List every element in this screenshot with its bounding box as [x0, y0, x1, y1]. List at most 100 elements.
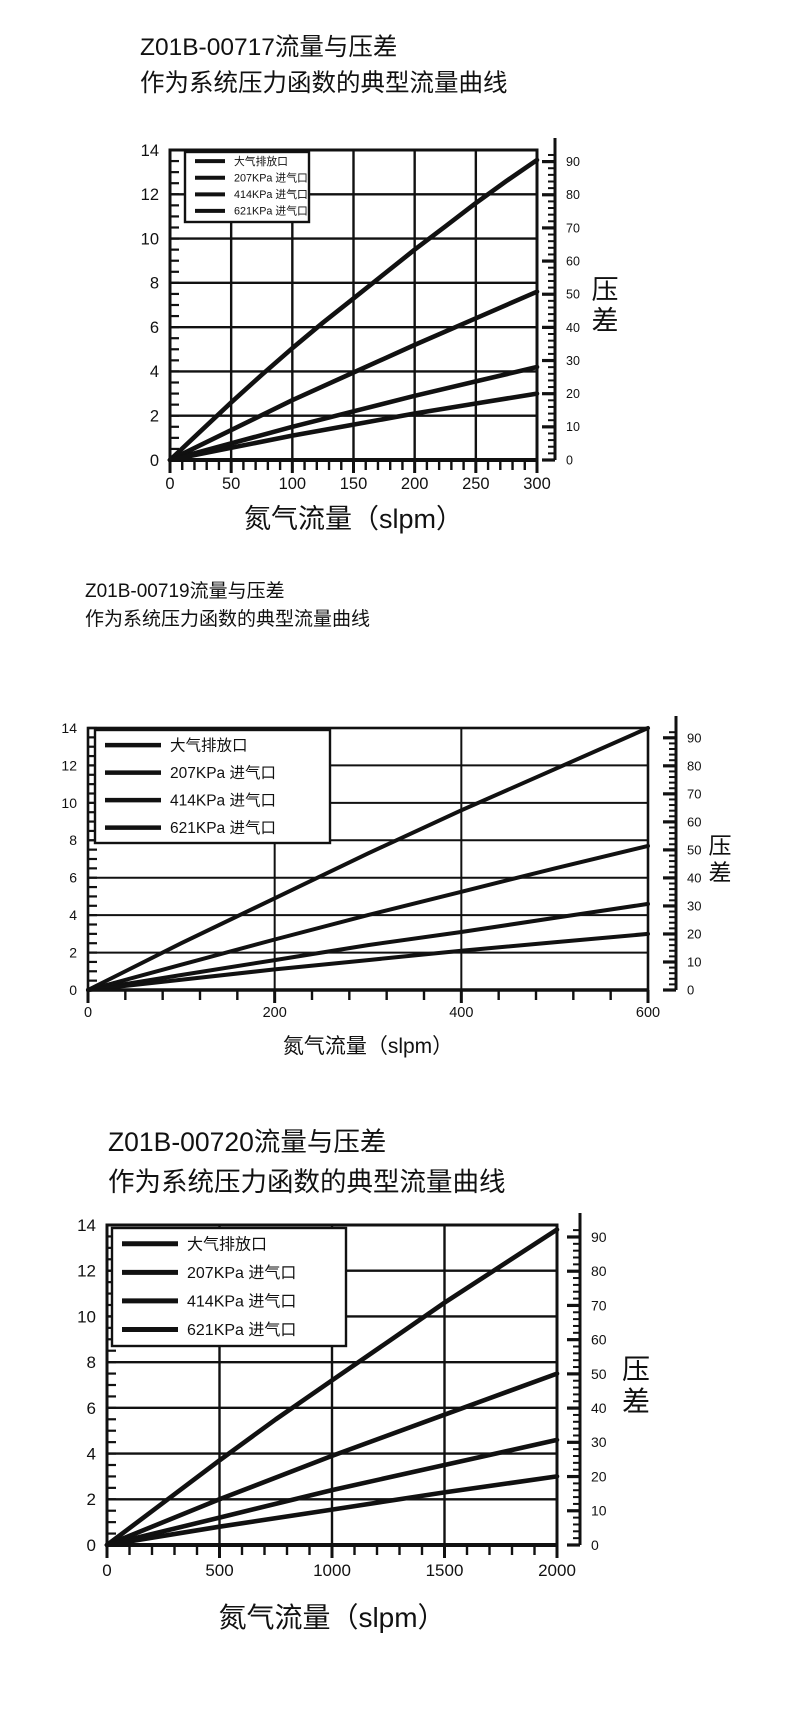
- series-line-3: [104, 1474, 560, 1548]
- x-axis-tick-label: 0: [102, 1561, 111, 1580]
- right-axis-tick-label: 80: [687, 758, 701, 773]
- legend-label: 414KPa 进气口: [187, 1293, 296, 1311]
- right-axis-tick-label: 40: [591, 1400, 607, 1416]
- chart-title-3: Z01B-00720流量与压差 作为系统压力函数的典型流量曲线: [108, 1122, 506, 1202]
- right-axis-ruler: [567, 1213, 582, 1547]
- right-axis-tick-label: 0: [591, 1537, 599, 1553]
- y-axis-tick-label: 4: [69, 907, 77, 923]
- y-axis-tick-label: 4: [87, 1445, 96, 1464]
- right-axis-tick-label: 30: [566, 354, 580, 368]
- y-axis-tick-label: 10: [77, 1307, 96, 1326]
- y-axis-tick-label: 8: [87, 1353, 96, 1372]
- x-axis-tick-label: 1500: [426, 1561, 464, 1580]
- series-line-1: [104, 1371, 560, 1548]
- right-axis-tick-label: 60: [591, 1332, 607, 1348]
- right-axis-tick-label: 40: [687, 870, 701, 885]
- right-axis-tick-label: 60: [566, 254, 580, 268]
- x-axis-title-1: 氮气流量（slpm）: [243, 504, 463, 534]
- y-axis-tick-label: 6: [87, 1399, 96, 1418]
- right-axis-tick-label: 50: [566, 288, 580, 302]
- y-axis-tick-label: 0: [150, 452, 159, 470]
- right-axis-tick-label: 20: [687, 927, 701, 942]
- legend: 大气排放口 207KPa 进气口 414KPa 进气口 621KPa 进气口: [183, 150, 311, 224]
- chart-title-3-line2: 作为系统压力函数的典型流量曲线: [108, 1167, 506, 1197]
- series-line-1: [86, 843, 650, 992]
- right-axis-tick-label: 0: [687, 983, 694, 998]
- right-axis-title-char: 压: [709, 833, 732, 859]
- x-axis-title-3: 氮气流量（slpm）: [218, 1602, 446, 1633]
- y-axis-tick-label: 2: [150, 407, 159, 425]
- right-axis-tick-label: 70: [687, 786, 701, 801]
- axis-labels: 0 2 4 6 8 10 12 14 0 200 400 600: [61, 720, 660, 1021]
- x-axis-tick-label: 150: [340, 475, 368, 493]
- right-axis-tick-label: 50: [687, 842, 701, 857]
- x-axis-tick-label: 100: [279, 475, 307, 493]
- right-axis-tick-label: 90: [566, 155, 580, 169]
- x-axis-tick-label: 0: [84, 1005, 92, 1021]
- x-axis-tick-label: 200: [401, 475, 429, 493]
- legend-label: 414KPa 进气口: [170, 792, 276, 810]
- right-axis-tick-label: 20: [566, 387, 580, 401]
- right-axis-tick-label: 10: [591, 1503, 607, 1519]
- x-axis-tick-label: 50: [222, 475, 240, 493]
- right-axis-title-char: 差: [622, 1386, 650, 1417]
- y-axis-tick-label: 12: [77, 1262, 96, 1281]
- right-axis-tick-label: 10: [566, 420, 580, 434]
- y-axis-tick-label: 2: [87, 1490, 96, 1509]
- right-axis-labels: 0 10 20 30 40 50 60 70 80 90 压差: [687, 730, 732, 997]
- x-axis-tick-label: 600: [636, 1005, 660, 1021]
- chart-title-2-line2: 作为系统压力函数的典型流量曲线: [85, 609, 371, 630]
- chart-title-3-line1: Z01B-00720流量与压差: [108, 1127, 387, 1157]
- right-axis-tick-label: 80: [591, 1263, 607, 1279]
- y-axis-tick-label: 10: [61, 795, 77, 811]
- legend-box: [110, 1226, 348, 1348]
- x-axis-tick-label: 1000: [313, 1561, 351, 1580]
- legend-label: 大气排放口: [187, 1235, 267, 1253]
- right-axis-tick-label: 30: [687, 898, 701, 913]
- y-axis-tick-label: 6: [69, 870, 77, 886]
- series-line-2: [104, 1437, 560, 1548]
- axis-labels: 0 2 4 6 8 10 12 14 0 50 100 150 200 250 300: [141, 142, 551, 493]
- right-axis-tick-label: 70: [591, 1297, 607, 1313]
- y-axis-tick-label: 10: [141, 230, 159, 248]
- right-axis-ruler: [663, 716, 678, 992]
- plot-area: [104, 1223, 560, 1558]
- chart-title-1-line1: Z01B-00717流量与压差: [140, 34, 398, 61]
- right-axis-tick-label: 40: [566, 321, 580, 335]
- right-axis-ruler: [542, 138, 557, 462]
- x-axis-tick-label: 500: [205, 1561, 233, 1580]
- series-line-3: [167, 391, 540, 463]
- legend-label: 207KPa 进气口: [234, 171, 308, 185]
- legend-box: [183, 150, 311, 224]
- right-axis-title-char: 差: [592, 306, 619, 336]
- right-axis-labels: 0 10 20 30 40 50 60 70 80 90 压差: [566, 155, 619, 467]
- y-axis-tick-label: 14: [141, 142, 159, 160]
- legend-label: 621KPa 进气口: [234, 204, 308, 218]
- series-line-2: [86, 901, 650, 992]
- legend-label: 207KPa 进气口: [170, 764, 276, 782]
- legend: 大气排放口 207KPa 进气口 414KPa 进气口 621KPa 进气口: [110, 1226, 348, 1348]
- right-axis-tick-label: 70: [566, 221, 580, 235]
- right-axis-labels: 0 10 20 30 40 50 60 70 80 90 压差: [591, 1229, 650, 1553]
- x-axis-tick-label: 0: [165, 475, 174, 493]
- right-axis-title-char: 压: [622, 1354, 650, 1385]
- plot-area: [167, 148, 540, 473]
- x-axis-tick-label: 250: [462, 475, 490, 493]
- right-axis-tick-label: 60: [687, 814, 701, 829]
- y-axis-tick-label: 0: [87, 1536, 96, 1555]
- series-line-0: [86, 726, 650, 992]
- y-axis-tick-label: 0: [69, 982, 77, 998]
- legend-label: 大气排放口: [170, 737, 248, 755]
- y-axis-tick-label: 8: [150, 275, 159, 293]
- x-axis-tick-label: 2000: [538, 1561, 576, 1580]
- right-axis-tick-label: 20: [591, 1468, 607, 1484]
- x-axis-tick-label: 400: [449, 1005, 473, 1021]
- right-axis-tick-label: 80: [566, 188, 580, 202]
- y-axis-tick-label: 12: [61, 757, 77, 773]
- right-axis-tick-label: 90: [591, 1229, 607, 1245]
- y-axis-tick-label: 4: [150, 363, 159, 381]
